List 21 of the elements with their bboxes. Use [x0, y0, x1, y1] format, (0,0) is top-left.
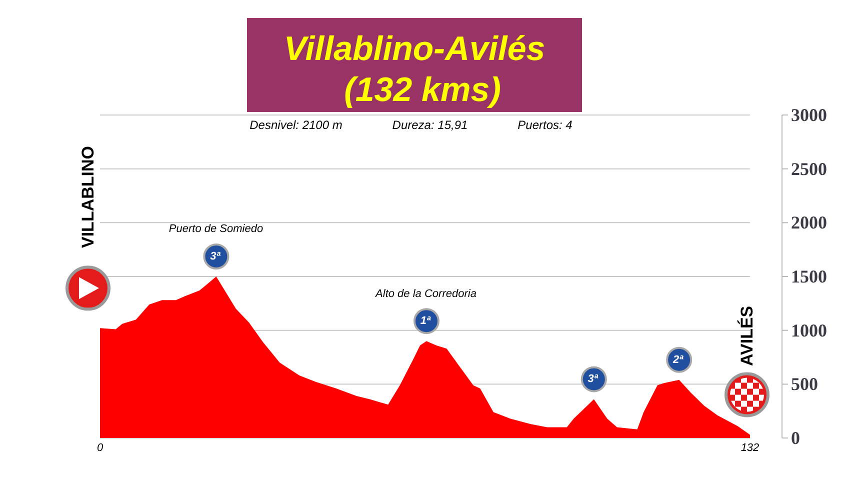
annotation: Puerto de Somiedo: [168, 223, 264, 235]
y-tick-label: 500: [791, 374, 818, 394]
y-tick-label: 3000: [791, 105, 827, 125]
y-tick-label: 2500: [791, 158, 827, 179]
y-tick-label: 2000: [791, 212, 827, 233]
y-tick-label: 1000: [791, 320, 827, 340]
x-tick-label: 132: [740, 442, 760, 454]
chart-title: Villablino-Avilés (132 kms): [284, 30, 546, 109]
annotation: Dureza: 15,91: [392, 118, 468, 132]
annotation: Desnivel: 2100 m: [250, 118, 342, 132]
text: VILLABLINO: [78, 146, 98, 248]
annotation: AVILÉS: [736, 306, 756, 366]
badge-icon: 2ª: [666, 346, 692, 373]
annotation: Alto de la Corredoria: [374, 288, 476, 300]
annotation: 3ª: [210, 250, 222, 262]
annotation: 3ª: [588, 373, 599, 386]
y-tick-label: 1500: [791, 266, 827, 286]
annotation: 1ª: [420, 315, 432, 328]
annotation: Puertos: 4: [518, 118, 573, 132]
annotation: 2ª: [672, 354, 684, 366]
badge-icon: 3ª: [580, 366, 607, 392]
